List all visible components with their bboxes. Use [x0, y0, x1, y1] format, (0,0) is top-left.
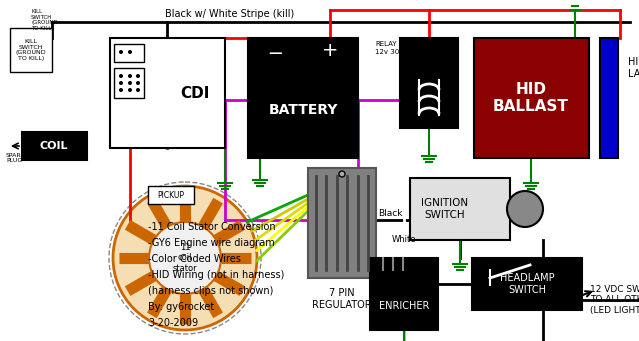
Circle shape [128, 74, 132, 78]
Bar [114, 68, 144, 98]
Text: 7 PIN
REGULATOR: 7 PIN REGULATOR [312, 288, 372, 310]
Circle shape [119, 88, 123, 92]
Bar [308, 168, 376, 278]
Circle shape [136, 88, 140, 92]
Text: HEADLAMP
SWITCH: HEADLAMP SWITCH [500, 273, 554, 295]
Bar [474, 38, 589, 158]
Text: 12 VDC SWITCHED
TO ALL OTHER CIRCUITS
(LED LIGHTING): 12 VDC SWITCHED TO ALL OTHER CIRCUITS (L… [590, 285, 639, 315]
Circle shape [128, 81, 132, 85]
Bar [400, 38, 458, 128]
Bar [22, 132, 87, 160]
Text: KILL
SWITCH
(GROUND
TO KILL): KILL SWITCH (GROUND TO KILL) [16, 39, 46, 61]
Bar [600, 38, 618, 158]
Text: -11 Coil Stator Conversion: -11 Coil Stator Conversion [148, 222, 275, 232]
Text: ENRICHER: ENRICHER [379, 301, 429, 311]
Bar [248, 38, 358, 158]
Circle shape [136, 74, 140, 78]
Text: CDI: CDI [180, 86, 210, 101]
Circle shape [128, 50, 132, 54]
Text: -Color Coded Wires: -Color Coded Wires [148, 254, 241, 264]
Text: 11
coil
stator: 11 coil stator [173, 243, 197, 273]
Bar [110, 38, 225, 148]
Text: (harness clips not shown): (harness clips not shown) [148, 286, 273, 296]
Text: SPARK
PLUG: SPARK PLUG [6, 153, 26, 163]
Bar [10, 28, 52, 72]
Text: HID
LAMP: HID LAMP [628, 57, 639, 79]
Text: KILL
SWITCH
(GROUND
TO KILL): KILL SWITCH (GROUND TO KILL) [31, 9, 58, 31]
Circle shape [128, 88, 132, 92]
Circle shape [113, 186, 257, 330]
Text: HID
BALLAST: HID BALLAST [493, 82, 569, 114]
Text: ─: ─ [269, 45, 281, 64]
Text: IGNITION
SWITCH: IGNITION SWITCH [422, 198, 468, 220]
Circle shape [507, 191, 543, 227]
Text: +: + [322, 41, 338, 59]
Text: By: gy6rocket: By: gy6rocket [148, 302, 214, 312]
Circle shape [136, 81, 140, 85]
Text: White: White [392, 236, 416, 244]
Text: -GY6 Engine wire diagram: -GY6 Engine wire diagram [148, 238, 275, 248]
Bar [148, 186, 194, 204]
Text: PICKUP: PICKUP [157, 191, 185, 199]
Circle shape [339, 171, 345, 177]
Circle shape [119, 81, 123, 85]
Bar [410, 178, 510, 240]
Text: BATTERY: BATTERY [268, 103, 338, 117]
Circle shape [149, 222, 221, 294]
Bar [472, 258, 582, 310]
Text: RELAY
12v 30a: RELAY 12v 30a [375, 42, 403, 55]
Bar [370, 258, 438, 330]
Text: Black: Black [378, 208, 402, 218]
Text: COIL: COIL [40, 141, 68, 151]
Text: 3-20-2009: 3-20-2009 [148, 318, 198, 328]
Circle shape [119, 74, 123, 78]
Text: Black w/ White Stripe (kill): Black w/ White Stripe (kill) [166, 9, 295, 19]
Text: -HID Wiring (not in harness): -HID Wiring (not in harness) [148, 270, 284, 280]
Circle shape [119, 50, 123, 54]
Bar [114, 44, 144, 62]
